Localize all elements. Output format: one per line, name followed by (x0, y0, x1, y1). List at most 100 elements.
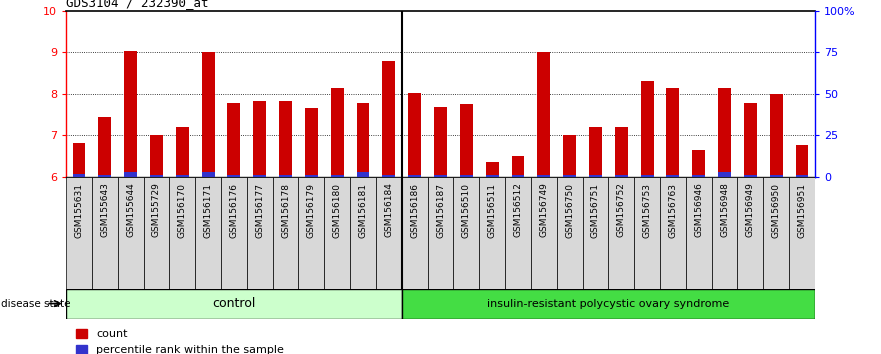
Bar (718, 172, 731, 177)
Bar (382, 61, 396, 177)
Bar (460, 175, 473, 177)
Bar (615, 175, 627, 177)
Text: GSM156176: GSM156176 (229, 183, 239, 238)
Bar (640, 175, 654, 177)
Bar (124, 51, 137, 177)
Text: GSM156949: GSM156949 (746, 183, 755, 238)
Text: GSM156753: GSM156753 (642, 183, 652, 238)
Text: GSM156181: GSM156181 (359, 183, 367, 238)
Bar (279, 175, 292, 177)
Bar (589, 175, 602, 177)
Bar (634, 177, 660, 289)
Bar (247, 177, 272, 289)
Bar (150, 135, 163, 177)
Bar (402, 177, 427, 289)
Bar (531, 177, 557, 289)
Bar (330, 87, 344, 177)
Text: GSM156763: GSM156763 (669, 183, 677, 238)
Bar (279, 101, 292, 177)
Bar (770, 175, 782, 177)
Text: GSM156749: GSM156749 (539, 183, 548, 238)
Bar (221, 177, 247, 289)
Bar (305, 175, 318, 177)
Bar (692, 175, 705, 177)
Text: GSM156171: GSM156171 (204, 183, 212, 238)
Text: GSM156179: GSM156179 (307, 183, 316, 238)
Bar (330, 175, 344, 177)
Text: disease state: disease state (1, 298, 70, 309)
Bar (563, 135, 576, 177)
Bar (660, 177, 685, 289)
Bar (382, 175, 396, 177)
Bar (796, 175, 809, 177)
Bar (196, 177, 221, 289)
Bar (402, 289, 815, 319)
Bar (72, 174, 85, 177)
Text: GSM156752: GSM156752 (617, 183, 626, 238)
Text: GSM156948: GSM156948 (720, 183, 729, 238)
Bar (144, 177, 169, 289)
Bar (512, 175, 524, 177)
Bar (557, 177, 582, 289)
Bar (763, 177, 789, 289)
Bar (479, 177, 505, 289)
Bar (582, 177, 609, 289)
Bar (376, 177, 402, 289)
Bar (357, 103, 369, 177)
Bar (589, 127, 602, 177)
Bar (744, 103, 757, 177)
Bar (350, 177, 376, 289)
Bar (324, 177, 350, 289)
Bar (692, 150, 705, 177)
Text: GSM155729: GSM155729 (152, 183, 161, 238)
Bar (718, 87, 731, 177)
Bar (737, 177, 763, 289)
Text: GSM156187: GSM156187 (436, 183, 445, 238)
Bar (124, 172, 137, 177)
Text: GSM156170: GSM156170 (178, 183, 187, 238)
Bar (92, 177, 118, 289)
Text: GSM156946: GSM156946 (694, 183, 703, 238)
Bar (99, 117, 111, 177)
Text: GSM156950: GSM156950 (772, 183, 781, 238)
Text: GSM156750: GSM156750 (565, 183, 574, 238)
Bar (609, 177, 634, 289)
Bar (202, 52, 215, 177)
Bar (176, 175, 189, 177)
Text: GSM156512: GSM156512 (514, 183, 522, 238)
Legend: count, percentile rank within the sample: count, percentile rank within the sample (71, 324, 288, 354)
Bar (227, 103, 241, 177)
Bar (408, 175, 421, 177)
Text: GSM156177: GSM156177 (255, 183, 264, 238)
Bar (150, 175, 163, 177)
Text: GSM156511: GSM156511 (488, 183, 497, 238)
Text: GSM156751: GSM156751 (591, 183, 600, 238)
Bar (615, 127, 627, 177)
Bar (537, 175, 551, 177)
Bar (66, 289, 402, 319)
Bar (485, 162, 499, 177)
Bar (176, 127, 189, 177)
Bar (770, 94, 782, 177)
Bar (305, 108, 318, 177)
Text: GDS3104 / 232390_at: GDS3104 / 232390_at (66, 0, 209, 10)
Text: GSM155643: GSM155643 (100, 183, 109, 238)
Bar (169, 177, 196, 289)
Bar (66, 177, 92, 289)
Bar (299, 177, 324, 289)
Bar (512, 156, 524, 177)
Bar (640, 81, 654, 177)
Bar (254, 101, 266, 177)
Bar (227, 175, 241, 177)
Bar (744, 175, 757, 177)
Bar (434, 175, 447, 177)
Bar (666, 87, 679, 177)
Bar (666, 175, 679, 177)
Text: GSM156184: GSM156184 (384, 183, 393, 238)
Bar (118, 177, 144, 289)
Bar (72, 143, 85, 177)
Text: GSM155644: GSM155644 (126, 183, 135, 237)
Bar (796, 144, 809, 177)
Text: control: control (212, 297, 255, 310)
Bar (460, 104, 473, 177)
